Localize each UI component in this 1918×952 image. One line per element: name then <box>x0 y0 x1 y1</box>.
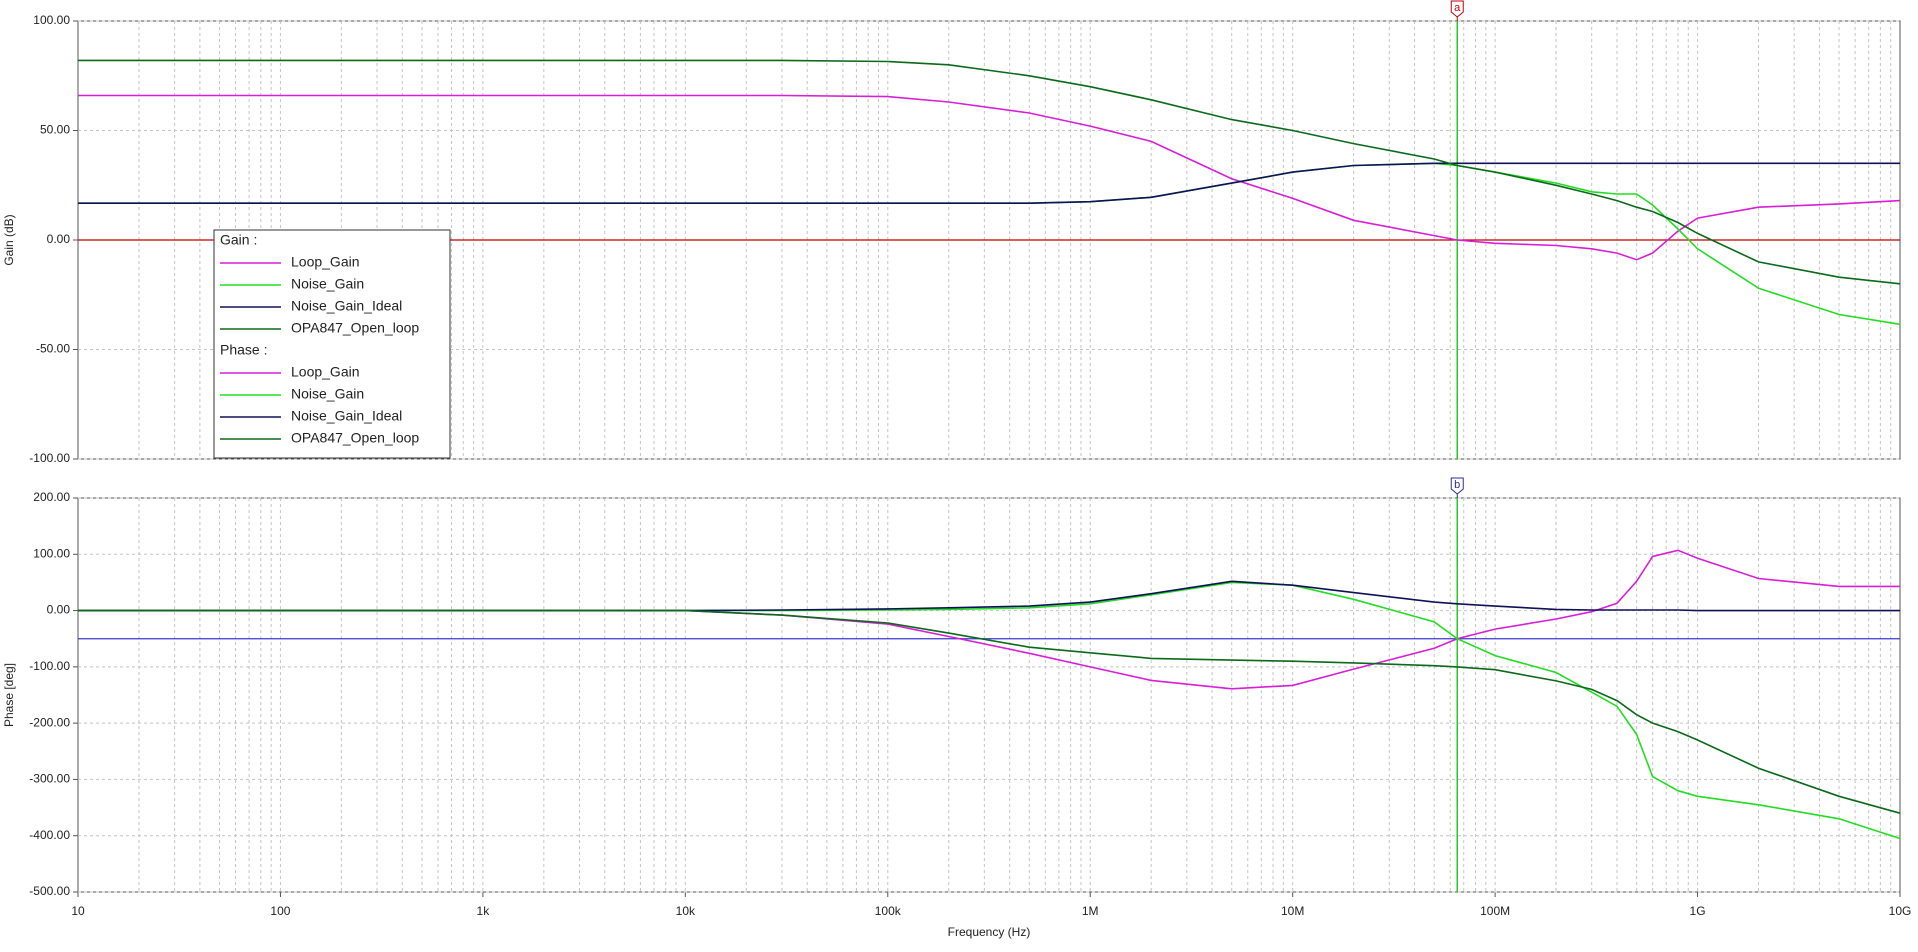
y-tick-label: -500.00 <box>29 884 70 898</box>
legend-label: Noise_Gain <box>291 276 364 292</box>
x-tick-label: 1G <box>1690 904 1706 918</box>
plot-area <box>77 497 1901 893</box>
x-tick-label: 1k <box>477 904 491 918</box>
legend-label: Noise_Gain <box>291 386 364 402</box>
series-group <box>78 59 1901 326</box>
y-tick-label: -100.00 <box>29 659 70 673</box>
y-tick-label: 0.00 <box>47 232 71 246</box>
series-line <box>78 609 1901 814</box>
y-tick-label: 100.00 <box>33 13 70 27</box>
x-tick-label: 100M <box>1480 904 1510 918</box>
legend-label: OPA847_Open_loop <box>291 430 419 446</box>
y-tick-label: 50.00 <box>40 123 70 137</box>
x-tick-label: 100 <box>270 904 290 918</box>
x-tick-label: 10 <box>71 904 85 918</box>
legend-title: Phase : <box>220 342 267 358</box>
series-line <box>78 580 1900 612</box>
x-tick-label: 10k <box>676 904 696 918</box>
y-tick-label: -400.00 <box>29 828 70 842</box>
series-line <box>78 162 1900 204</box>
y-tick-label: 200.00 <box>33 490 70 504</box>
legend-label: Noise_Gain_Ideal <box>291 408 402 424</box>
y-tick-label: 100.00 <box>33 546 70 560</box>
x-tick-label: 1M <box>1082 904 1099 918</box>
cursor-marker <box>1450 477 1464 495</box>
y-axis-title: Gain (dB) <box>2 214 16 265</box>
x-tick-label: 10G <box>1889 904 1912 918</box>
legend-label: Loop_Gain <box>291 364 360 380</box>
legend-label: OPA847_Open_loop <box>291 320 419 336</box>
cursor-label: b <box>1454 479 1460 491</box>
cursor-marker <box>1450 0 1464 18</box>
legend-label: Loop_Gain <box>291 254 360 270</box>
y-tick-label: -100.00 <box>29 451 70 465</box>
series-line <box>78 94 1901 261</box>
legend-label: Noise_Gain_Ideal <box>291 298 402 314</box>
cursor-label: a <box>1454 2 1461 14</box>
y-tick-label: -50.00 <box>36 342 70 356</box>
y-tick-label: 0.00 <box>47 603 71 617</box>
x-tick-label: 100k <box>875 904 902 918</box>
series-group <box>78 549 1901 840</box>
y-tick-label: -300.00 <box>29 772 70 786</box>
legend-title: Gain : <box>220 232 257 248</box>
x-axis-title: Frequency (Hz) <box>948 925 1031 939</box>
y-axis-title: Phase [deg] <box>2 663 16 727</box>
x-tick-label: 10M <box>1281 904 1304 918</box>
series-line <box>78 59 1901 285</box>
legend-box <box>213 229 451 459</box>
y-tick-label: -200.00 <box>29 715 70 729</box>
